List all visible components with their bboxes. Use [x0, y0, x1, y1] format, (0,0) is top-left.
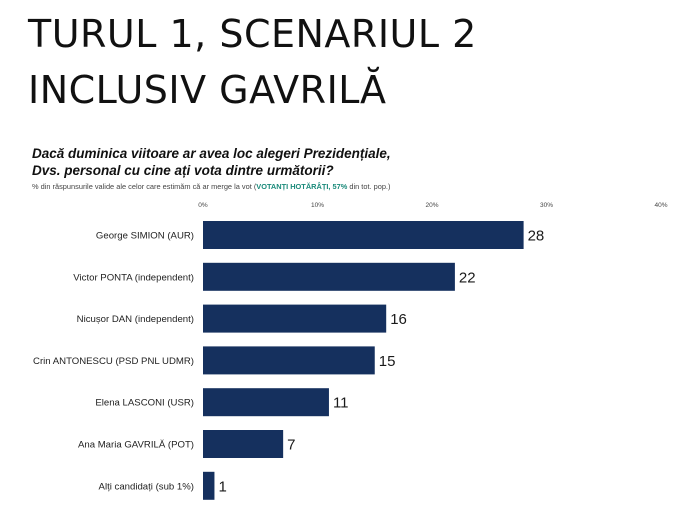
value-label: 22 — [459, 269, 476, 286]
survey-question: Dacă duminica viitoare ar avea loc alege… — [32, 145, 391, 179]
x-axis-ticks: 0% 10% 20% 30% 40% — [198, 202, 667, 209]
category-label: Victor PONTA (independent) — [73, 272, 194, 283]
value-label: 28 — [528, 228, 545, 245]
bar — [203, 221, 524, 249]
question-line-2: Dvs. personal cu cine ați vota dintre ur… — [32, 163, 334, 178]
x-tick-label: 20% — [425, 202, 438, 209]
note-highlight: VOTANȚI HOTĂRÂȚI, 57% — [256, 182, 348, 191]
value-label: 1 — [218, 478, 226, 495]
note-prefix: % din răspunsurile valide ale celor care… — [32, 182, 257, 191]
category-label: Nicușor DAN (independent) — [77, 314, 194, 325]
value-label: 7 — [287, 437, 295, 454]
category-label: Elena LASCONI (USR) — [95, 398, 194, 409]
bar — [203, 304, 387, 333]
bar-chart: 0% 10% 20% 30% 40% George SIMION (AUR) 28 Vict… — [33, 202, 668, 500]
value-label: 15 — [379, 353, 396, 370]
slide-title: TURUL 1, SCENARIUL 2 INCLUSIV GAVRILĂ — [28, 6, 477, 118]
title-line-1: TURUL 1, SCENARIUL 2 — [28, 12, 477, 56]
category-label: George SIMION (AUR) — [96, 231, 194, 242]
bar — [203, 346, 375, 375]
bar — [203, 262, 455, 291]
bars-group: George SIMION (AUR) 28 Victor PONTA (indep… — [33, 221, 544, 500]
bar — [203, 471, 215, 500]
note-suffix: din tot. pop.) — [347, 182, 391, 191]
title-line-2: INCLUSIV GAVRILĂ — [28, 68, 387, 112]
sample-note: % din răspunsurile valide ale celor care… — [32, 182, 390, 191]
x-tick-label: 10% — [311, 202, 324, 209]
x-tick-label: 40% — [654, 202, 667, 209]
bar — [203, 430, 284, 458]
category-label: Crin ANTONESCU (PSD PNL UDMR) — [33, 356, 194, 367]
value-label: 16 — [390, 311, 407, 328]
category-label: Alți candidați (sub 1%) — [99, 481, 194, 492]
question-line-1: Dacă duminica viitoare ar avea loc alege… — [32, 146, 391, 161]
x-tick-label: 0% — [198, 202, 208, 209]
value-label: 11 — [333, 395, 349, 412]
bar — [203, 388, 329, 417]
category-label: Ana Maria GAVRILĂ (POT) — [78, 440, 194, 451]
x-tick-label: 30% — [540, 202, 553, 209]
